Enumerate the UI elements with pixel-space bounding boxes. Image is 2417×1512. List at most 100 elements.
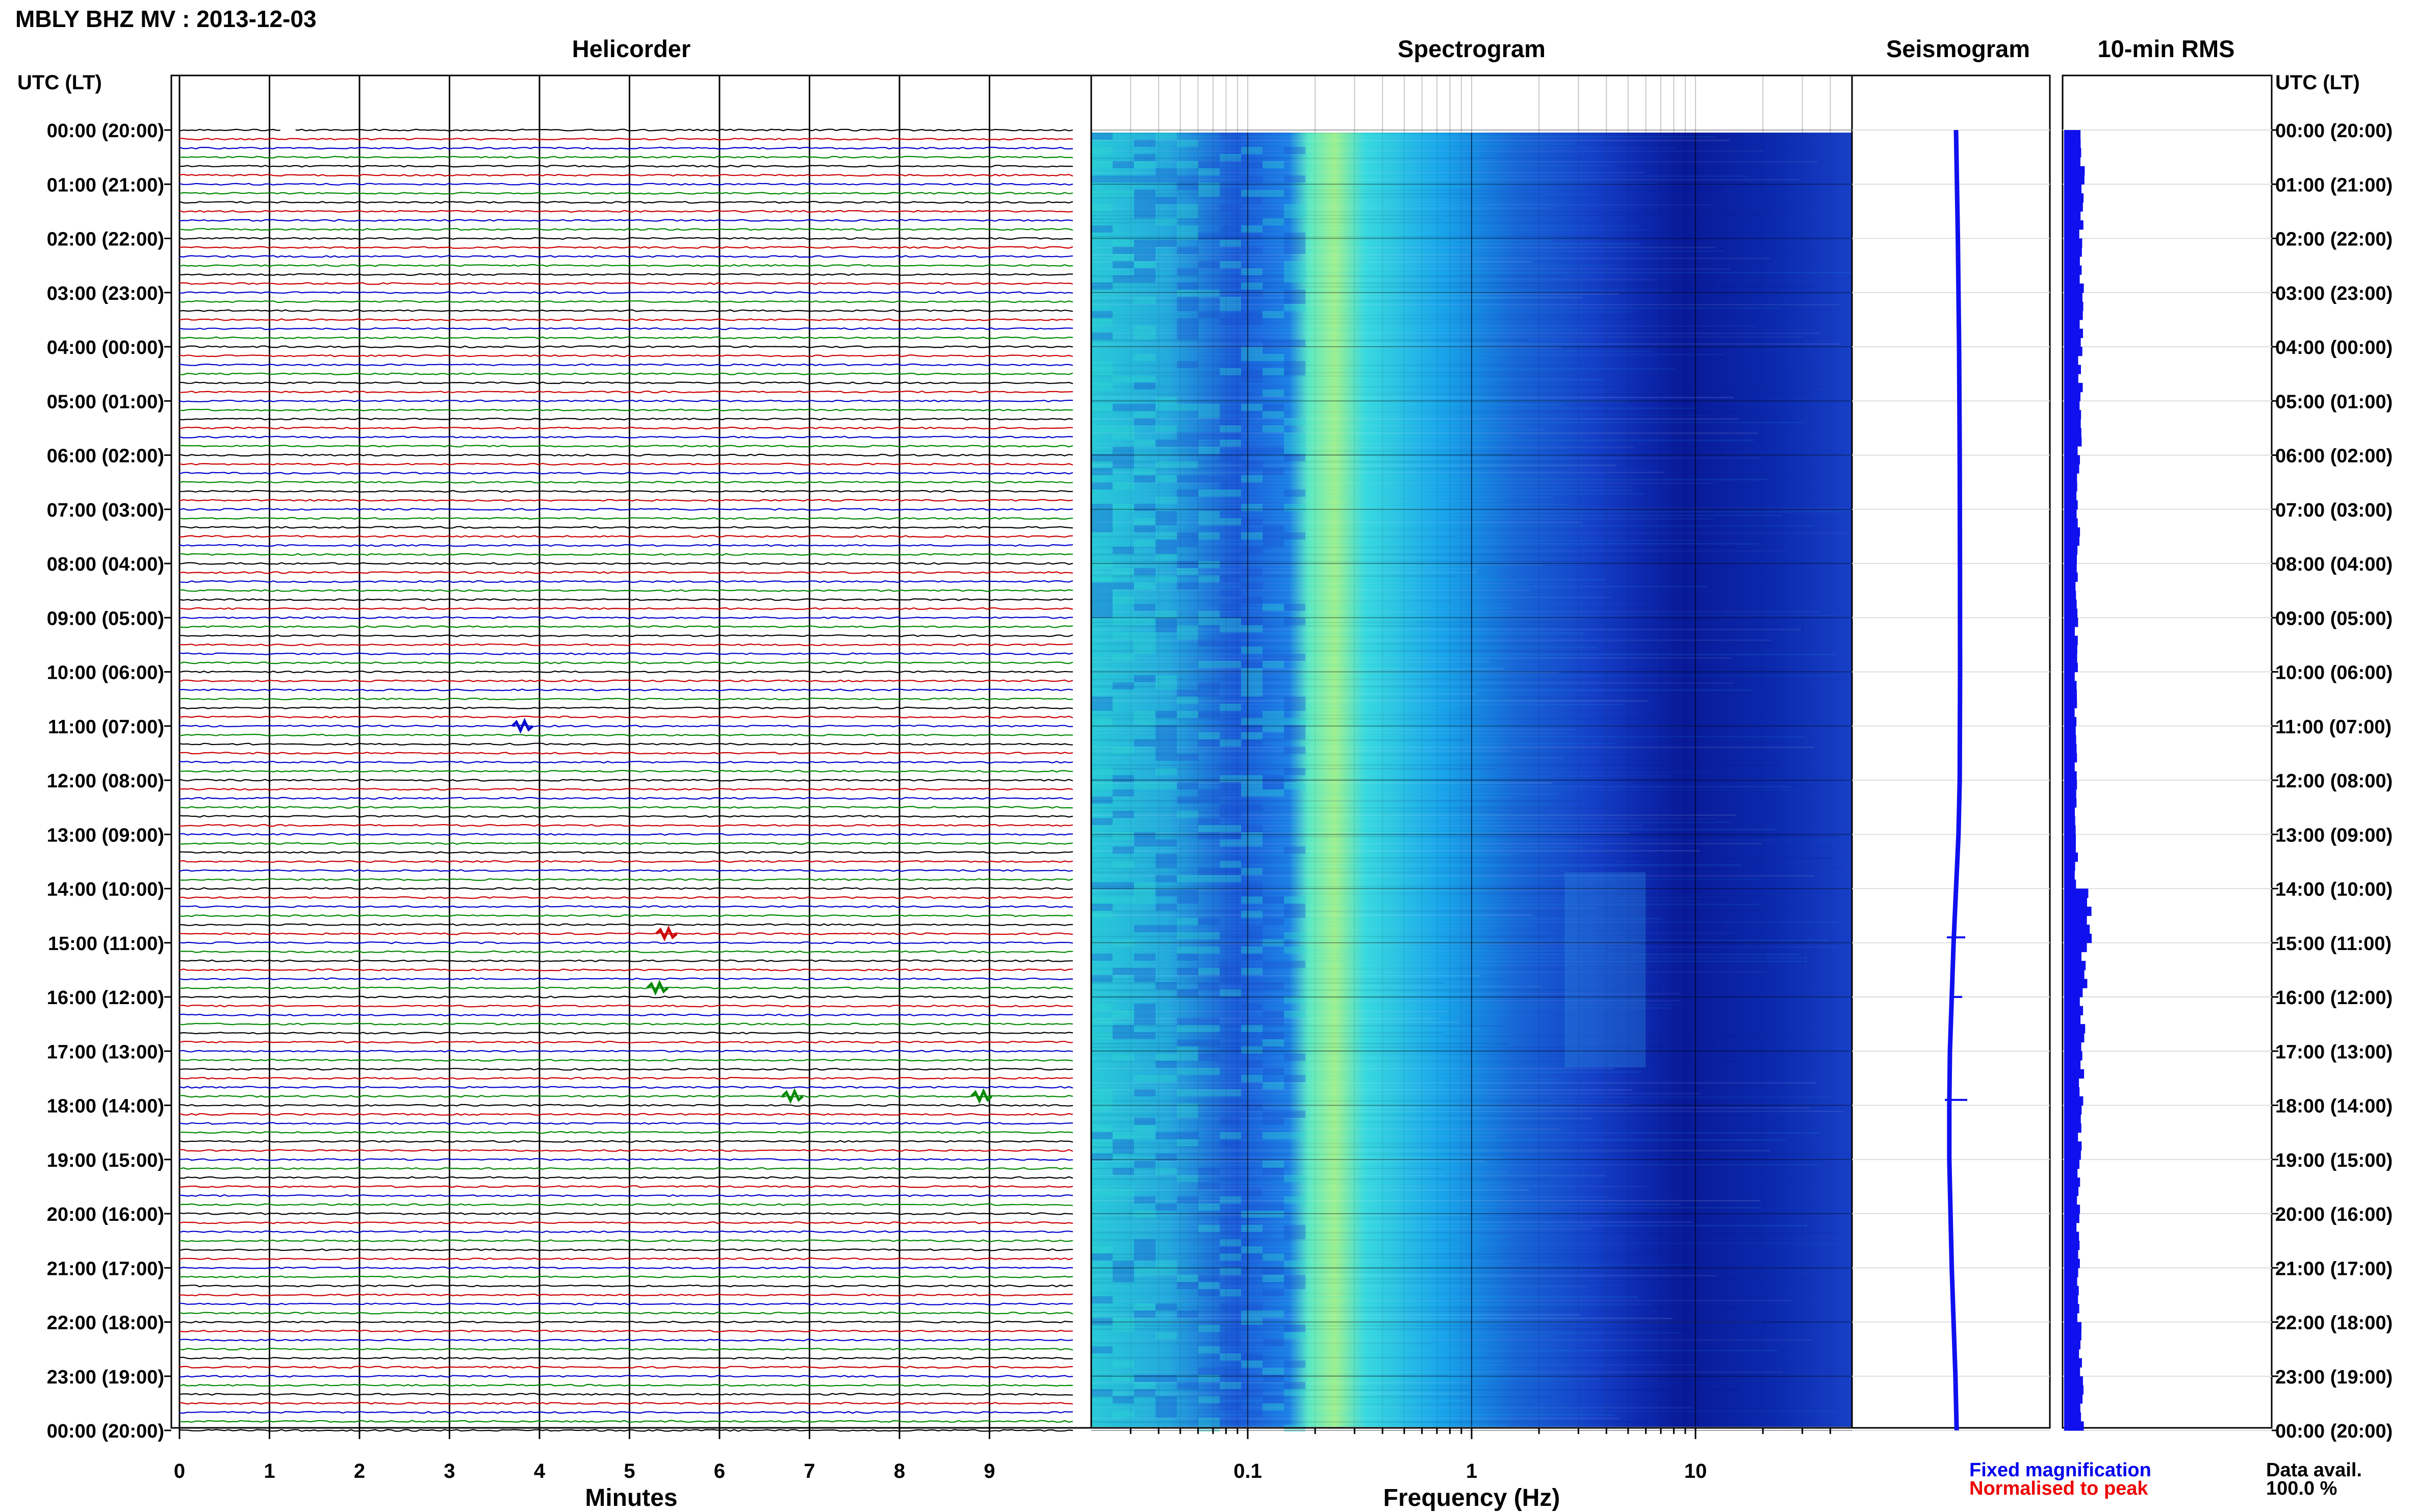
helicorder-trace (179, 273, 1073, 276)
rms-title: 10-min RMS (2097, 35, 2235, 62)
helicorder-trace (179, 480, 1073, 484)
rms-bar (2064, 1322, 2081, 1331)
rms-bar (2064, 654, 2077, 663)
time-label-right: 10:00 (06:00) (2275, 662, 2393, 684)
rms-bar (2064, 1268, 2078, 1277)
rms-panel (2062, 74, 2273, 1431)
rms-bar (2064, 969, 2085, 980)
helicorder-trace (179, 472, 1073, 475)
helicorder-trace (179, 1113, 1073, 1116)
rms-bar (2064, 410, 2081, 420)
rms-bar (2064, 672, 2075, 681)
rms-bar (2064, 888, 2089, 898)
rms-bar (2064, 184, 2081, 194)
time-label-right: 02:00 (22:00) (2275, 229, 2393, 250)
helicorder-event (970, 1088, 993, 1104)
rms-bar (2064, 1222, 2077, 1232)
helicorder-trace (179, 1257, 1073, 1261)
helicorder-trace (179, 1194, 1073, 1197)
rms-bar (2064, 1150, 2081, 1160)
helicorder-event (781, 1088, 804, 1104)
helicorder-trace (179, 490, 1073, 493)
rms-bar (2064, 618, 2078, 627)
time-label-right: 01:00 (21:00) (2275, 174, 2393, 196)
helicorder-trace (179, 634, 1073, 637)
helicorder-trace (179, 1167, 1073, 1170)
helicorder-trace (179, 643, 1073, 647)
rms-bar (2064, 1186, 2079, 1196)
helicorder-trace (179, 363, 1073, 367)
helicorder-event (511, 717, 534, 734)
rms-bar (2064, 428, 2081, 438)
rms-bar (2064, 915, 2087, 925)
helicorder-xtick-label: 0 (174, 1460, 185, 1482)
rms-bar (2064, 1331, 2081, 1341)
rms-bar (2064, 1214, 2079, 1223)
helicorder-trace (179, 1320, 1073, 1324)
helicorder-trace (179, 661, 1073, 664)
helicorder-trace (179, 1185, 1073, 1188)
helicorder-trace (179, 137, 1073, 141)
rms-bar (2064, 509, 2077, 519)
rms-bar (2064, 988, 2083, 997)
helicorder-trace (179, 607, 1073, 610)
time-label-right: 23:00 (19:00) (2275, 1367, 2393, 1388)
helicorder-trace (179, 869, 1073, 872)
rms-bar (2064, 1051, 2082, 1061)
rms-bar (2064, 1376, 2083, 1386)
helicorder-trace (179, 219, 1073, 222)
rms-bar (2064, 175, 2085, 185)
time-label-right: 16:00 (12:00) (2275, 987, 2393, 1009)
rms-bar (2064, 942, 2087, 953)
time-label-right: 17:00 (13:00) (2275, 1041, 2393, 1063)
rms-bar (2064, 545, 2078, 555)
rms-bar (2064, 834, 2076, 844)
helicorder-trace (179, 345, 1073, 348)
helicorder-trace (179, 1329, 1073, 1332)
time-label-left: 12:00 (08:00) (47, 771, 164, 792)
rms-bar (2064, 816, 2075, 826)
helicorder-trace (179, 1040, 1073, 1044)
rms-bar (2064, 274, 2080, 284)
rms-bar (2064, 898, 2087, 907)
rms-bar (2064, 1177, 2080, 1187)
time-label-right: 18:00 (14:00) (2275, 1096, 2393, 1117)
helicorder-trace (179, 1420, 1073, 1423)
rms-bar (2064, 925, 2090, 934)
rms-bar (2064, 789, 2076, 799)
helicorder-xtick-label: 5 (624, 1460, 635, 1482)
helicorder-trace (179, 941, 1073, 944)
time-label-right: 08:00 (04:00) (2275, 554, 2393, 575)
time-label-right: 19:00 (15:00) (2275, 1150, 2393, 1171)
helicorder-trace (179, 526, 1073, 529)
legend-fixed-magnification: Fixed magnification (1969, 1459, 2151, 1481)
helicorder-trace (179, 842, 1073, 845)
helicorder-trace (179, 372, 1073, 375)
helicorder-trace (179, 1266, 1073, 1269)
data-avail-label: Data avail. (2266, 1459, 2362, 1481)
helicorder-trace (179, 508, 1073, 511)
helicorder-xtick-label: 3 (444, 1460, 455, 1482)
rms-bar (2064, 762, 2075, 772)
helicorder-trace (179, 336, 1073, 340)
helicorder-trace (179, 1149, 1073, 1152)
helicorder-trace (179, 1122, 1073, 1125)
time-label-left: 21:00 (17:00) (47, 1258, 164, 1279)
rms-bar (2064, 1015, 2081, 1024)
rms-bar (2064, 744, 2077, 754)
rms-bar (2064, 355, 2078, 365)
utc-header-right: UTC (LT) (2275, 71, 2360, 94)
helicorder-trace (179, 1140, 1073, 1143)
helicorder-trace (179, 228, 1073, 231)
rms-bar (2064, 1340, 2080, 1350)
rms-bar (2064, 311, 2083, 320)
rms-bar (2064, 1421, 2084, 1431)
helicorder-trace (179, 770, 1073, 773)
rms-bar (2064, 166, 2085, 176)
time-label-left: 06:00 (02:00) (47, 446, 164, 467)
helicorder-trace (179, 914, 1073, 917)
helicorder-trace (179, 246, 1073, 249)
helicorder-trace (179, 1366, 1073, 1369)
helicorder-trace (179, 923, 1073, 927)
rms-bar (2064, 446, 2078, 456)
